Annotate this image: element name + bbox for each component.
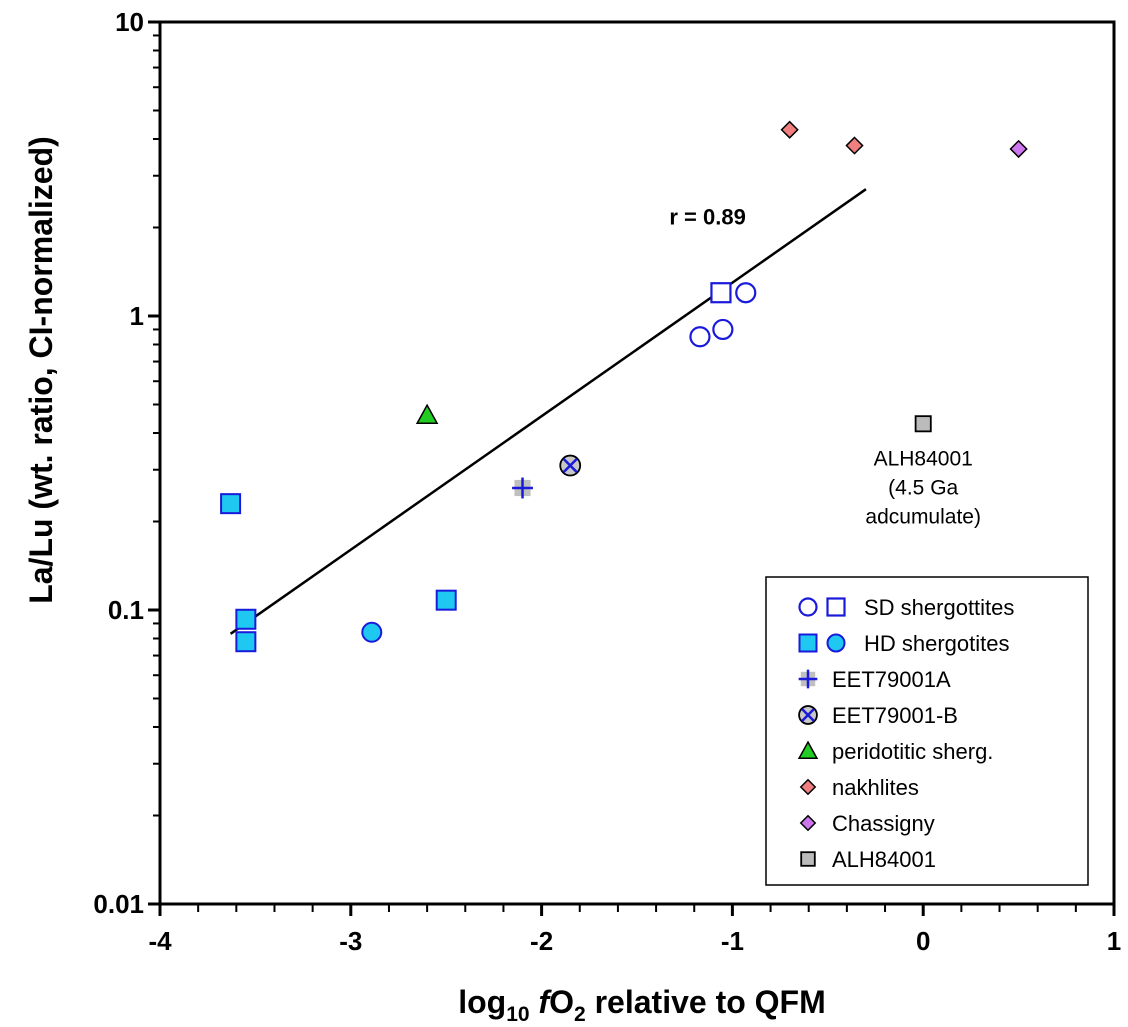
legend-marker: [798, 597, 818, 617]
data-point-eet_b: [559, 454, 582, 477]
legend-label: SD shergottites: [864, 595, 1014, 620]
data-point-sd_square: [710, 282, 732, 304]
legend-label: nakhlites: [832, 775, 919, 800]
data-point-peridotitic: [415, 403, 439, 424]
annotations: r = 0.89 ALH84001 (4.5 Ga adcumulate): [669, 204, 981, 528]
alh84001-note-line: adcumulate): [865, 506, 981, 529]
data-point-alh84001: [914, 415, 932, 433]
legend-item: nakhlites: [799, 775, 919, 800]
regression-line: [229, 188, 867, 635]
x-tick-label: 1: [1107, 926, 1121, 956]
data-point-nakhlites: [780, 120, 799, 139]
x-tick-label: -3: [339, 926, 362, 956]
x-title-species-sub: 2: [574, 1003, 586, 1026]
legend: SD shergottites HD shergotites EET79001A EE…: [765, 576, 1089, 886]
data-point-hd_square: [235, 608, 257, 630]
legend-marker: [798, 669, 818, 689]
legend-marker: [798, 705, 818, 725]
data-point-hd_circle: [361, 621, 383, 643]
legend-label: peridotitic sherg.: [832, 739, 993, 764]
axes: -4 -3 -2 -1 0 1 10 1 0.1 0.01: [93, 7, 1121, 956]
x-tick-label: 0: [916, 926, 930, 956]
y-tick-label: 10: [115, 7, 144, 37]
data-point-nakhlites: [845, 136, 864, 155]
alh84001-note-line: ALH84001: [874, 448, 973, 471]
data-point-eet_a: [512, 477, 533, 499]
y-tick-label: 1: [130, 301, 144, 331]
x-tick-label: -2: [530, 926, 553, 956]
legend-marker: [797, 740, 819, 759]
data-point-sd_circle: [689, 326, 711, 348]
legend-marker: [799, 778, 817, 796]
legend-item: ALH84001: [800, 847, 936, 872]
legend-marker: [800, 851, 816, 867]
data-point-hd_square: [235, 631, 257, 653]
legend-item: EET79001A: [798, 667, 951, 692]
x-axis-title: log10 fO2 relative to QFM: [458, 984, 826, 1026]
x-title-suffix: relative to QFM: [586, 984, 826, 1020]
data-point-sd_circle: [735, 282, 757, 304]
legend-item: SD shergottites: [798, 595, 1014, 620]
legend-marker: [799, 814, 817, 832]
alh84001-note-line: (4.5 Ga: [888, 477, 958, 500]
x-tick-label: -4: [148, 926, 172, 956]
legend-item: EET79001-B: [798, 703, 958, 728]
legend-label: EET79001A: [832, 667, 951, 692]
legend-label: Chassigny: [832, 811, 935, 836]
x-title-prefix: log: [458, 984, 506, 1020]
y-axis-title: La/Lu (wt. ratio, CI-normalized): [23, 136, 59, 604]
axis-titles: La/Lu (wt. ratio, CI-normalized) log10 f…: [23, 136, 826, 1026]
legend-marker: [826, 633, 846, 653]
x-title-species: O: [549, 984, 574, 1020]
legend-box: [765, 576, 1089, 886]
legend-item: Chassigny: [799, 811, 935, 836]
legend-label: ALH84001: [832, 847, 936, 872]
regression-line-group: [229, 188, 867, 635]
plot-frame: [158, 20, 1116, 906]
x-title-italic: f: [538, 984, 552, 1020]
x-tick-label: -1: [721, 926, 744, 956]
data-point-chassigny: [1009, 139, 1028, 159]
legend-marker: [798, 633, 818, 653]
data-point-hd_square: [220, 493, 242, 515]
data-point-hd_square: [435, 589, 457, 611]
data-point-sd_circle: [712, 318, 734, 341]
legend-item: HD shergotites: [798, 631, 1010, 656]
correlation-label: r = 0.89: [669, 204, 745, 229]
legend-label: EET79001-B: [832, 703, 958, 728]
x-title-subscript: 10: [506, 1003, 529, 1026]
legend-marker: [826, 597, 846, 617]
data-points: [220, 120, 1028, 653]
y-tick-label: 0.1: [108, 595, 144, 625]
legend-label: HD shergotites: [864, 631, 1010, 656]
y-tick-label: 0.01: [93, 889, 144, 919]
legend-item: peridotitic sherg.: [797, 739, 993, 764]
